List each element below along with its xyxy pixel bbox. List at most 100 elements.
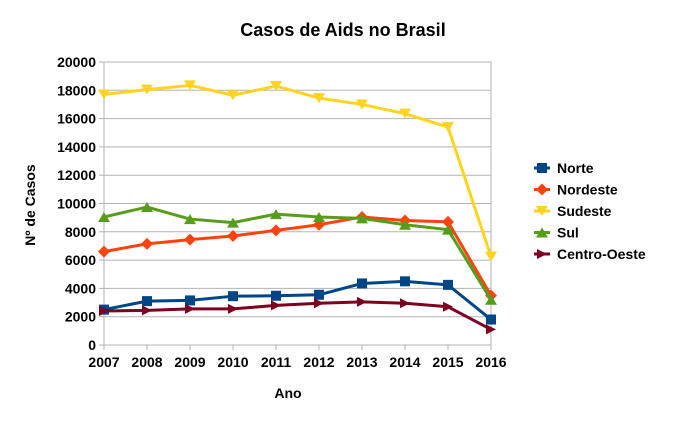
y-tick-label: 8000 <box>65 224 96 240</box>
x-tick-label: 2016 <box>475 354 506 370</box>
x-axis-title: Ano <box>274 385 301 401</box>
data-point <box>98 245 110 258</box>
x-tick-label: 2013 <box>346 354 377 370</box>
legend-marker <box>536 183 548 196</box>
data-point <box>357 278 367 289</box>
data-point <box>228 291 238 302</box>
data-point <box>442 122 454 133</box>
data-point <box>399 108 411 119</box>
data-point <box>270 81 282 92</box>
legend-label: Centro-Oeste <box>557 246 646 262</box>
series-nordeste <box>98 210 497 302</box>
data-point <box>486 324 496 335</box>
x-tick-label: 2010 <box>217 354 248 370</box>
data-point <box>185 295 195 306</box>
data-point <box>141 202 153 213</box>
y-tick-label: 20000 <box>57 54 96 70</box>
data-point <box>356 99 368 110</box>
data-point <box>98 89 110 100</box>
series <box>98 80 497 335</box>
legend-marker <box>537 163 547 173</box>
data-point <box>314 289 324 300</box>
data-point <box>486 314 496 325</box>
legend-marker <box>536 227 548 238</box>
y-tick-label: 2000 <box>65 309 96 325</box>
legend-label: Nordeste <box>557 182 618 198</box>
data-point <box>141 84 153 95</box>
data-point <box>400 276 410 287</box>
data-point <box>442 215 454 228</box>
data-point <box>399 219 411 230</box>
data-point <box>142 296 152 307</box>
legend-label: Sul <box>557 225 579 241</box>
series-norte <box>99 276 496 325</box>
data-point <box>228 303 238 314</box>
legend-item: Sul <box>534 225 579 241</box>
data-point <box>99 306 109 317</box>
series-line <box>103 279 492 321</box>
legend-label: Norte <box>557 160 594 176</box>
data-point <box>485 251 497 262</box>
legend-item: Nordeste <box>534 182 618 198</box>
series-line <box>103 205 493 301</box>
y-tick-label: 10000 <box>57 196 96 212</box>
series-centro-oeste <box>99 296 496 335</box>
data-point <box>485 294 497 305</box>
data-point <box>227 230 239 243</box>
data-point <box>271 290 281 301</box>
data-point <box>443 279 453 290</box>
legend-item: Sudeste <box>534 203 612 219</box>
data-point <box>314 298 324 309</box>
data-point <box>271 300 281 311</box>
data-point <box>270 224 282 237</box>
y-tick-label: 18000 <box>57 82 96 98</box>
legend-item: Centro-Oeste <box>534 246 646 262</box>
x-tick-label: 2014 <box>389 354 420 370</box>
series-line <box>103 83 493 258</box>
x-tick-label: 2015 <box>432 354 463 370</box>
series-sudeste <box>98 80 497 262</box>
x-tick-label: 2011 <box>261 354 292 370</box>
legend-marker <box>536 206 548 216</box>
data-point <box>98 211 110 222</box>
data-point <box>227 217 239 228</box>
legend-item: Norte <box>534 160 594 176</box>
x-tick-label: 2009 <box>174 354 205 370</box>
grid <box>104 61 491 346</box>
y-tick-label: 16000 <box>57 111 96 127</box>
legend-label: Sudeste <box>557 203 612 219</box>
y-tick-label: 12000 <box>57 167 96 183</box>
data-point <box>356 213 368 224</box>
data-point <box>184 80 196 91</box>
x-tick-label: 2008 <box>131 354 162 370</box>
data-point <box>313 211 325 222</box>
data-point <box>443 301 453 312</box>
data-point <box>270 209 282 220</box>
data-point <box>184 214 196 225</box>
data-point <box>400 298 410 309</box>
data-point <box>313 93 325 104</box>
y-tick-label: 4000 <box>65 280 96 296</box>
data-point <box>442 224 454 235</box>
data-point <box>142 305 152 316</box>
x-tick-label: 2012 <box>303 354 334 370</box>
series-sul <box>98 202 497 305</box>
chart-title: Casos de Aids no Brasil <box>240 20 445 40</box>
series-line <box>103 300 492 331</box>
series-line <box>103 215 493 297</box>
data-point <box>185 303 195 314</box>
legend-marker <box>537 249 547 259</box>
y-axis-title: Nº de Casos <box>22 164 38 246</box>
y-tick-label: 0 <box>88 337 96 353</box>
x-tick-label: 2007 <box>88 354 119 370</box>
data-point <box>357 296 367 307</box>
y-tick-label: 6000 <box>65 252 96 268</box>
y-tick-label: 14000 <box>57 139 96 155</box>
y-axis-ticks: 0 2000 4000 6000 8000 10000 12000 14000 16000 180… <box>57 54 104 353</box>
data-point <box>184 233 196 246</box>
data-point <box>141 237 153 250</box>
x-axis-ticks: 2007 2008 2009 2010 2011 2012 2013 2014 2015 2016 <box>88 345 507 370</box>
legend: Norte Nordeste Sudeste Sul Centro-Oeste <box>534 160 646 262</box>
